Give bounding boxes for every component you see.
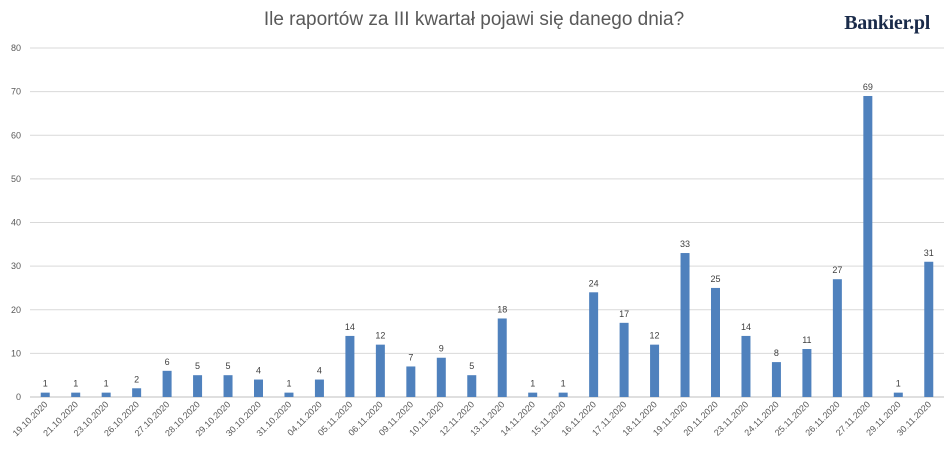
y-tick-label: 80 xyxy=(11,43,21,53)
bar xyxy=(406,366,416,397)
bar xyxy=(680,253,690,397)
data-label: 5 xyxy=(195,361,200,371)
data-label: 1 xyxy=(43,379,48,389)
data-label: 9 xyxy=(439,344,444,354)
y-tick-label: 50 xyxy=(11,174,21,184)
data-label: 69 xyxy=(863,82,873,92)
bar xyxy=(40,392,50,397)
bar xyxy=(375,344,385,397)
bar xyxy=(162,370,172,397)
bar xyxy=(771,362,781,397)
data-label: 24 xyxy=(589,278,599,288)
bar xyxy=(528,392,538,397)
bar xyxy=(314,379,324,397)
bar xyxy=(558,392,568,397)
y-tick-label: 10 xyxy=(11,348,21,358)
data-label: 1 xyxy=(104,379,109,389)
data-label: 25 xyxy=(710,274,720,284)
data-label: 14 xyxy=(345,322,355,332)
bar xyxy=(589,292,599,397)
data-label: 8 xyxy=(774,348,779,358)
data-label: 1 xyxy=(530,379,535,389)
bar xyxy=(223,375,233,397)
bar xyxy=(832,279,842,397)
y-tick-label: 30 xyxy=(11,261,21,271)
x-axis-ticks: 19.10.202021.10.202023.10.202026.10.2020… xyxy=(11,399,933,438)
y-tick-label: 0 xyxy=(16,392,21,402)
data-label: 33 xyxy=(680,239,690,249)
y-tick-label: 20 xyxy=(11,305,21,315)
bar xyxy=(893,392,903,397)
bar xyxy=(711,287,720,397)
data-label: 27 xyxy=(832,265,842,275)
data-label: 4 xyxy=(256,366,261,376)
bar xyxy=(619,322,629,397)
bankier-logo: Bankier.pl xyxy=(844,12,930,34)
data-label: 1 xyxy=(73,379,78,389)
data-label: 4 xyxy=(317,366,322,376)
bar xyxy=(467,375,477,397)
y-tick-label: 60 xyxy=(11,130,21,140)
bar xyxy=(802,349,812,397)
data-label: 17 xyxy=(619,309,629,319)
data-label: 18 xyxy=(497,304,507,314)
bar xyxy=(650,344,660,397)
bar xyxy=(101,392,111,397)
data-label: 1 xyxy=(286,379,291,389)
y-tick-label: 40 xyxy=(11,218,21,228)
bar xyxy=(924,261,934,397)
data-label: 5 xyxy=(469,361,474,371)
data-label: 1 xyxy=(896,379,901,389)
data-label: 12 xyxy=(375,331,385,341)
bars xyxy=(40,95,934,398)
data-label: 14 xyxy=(741,322,751,332)
bar xyxy=(741,335,751,397)
y-axis-ticks: 0 10 20 30 40 50 60 70 80 xyxy=(11,43,21,402)
data-label: 2 xyxy=(134,374,139,384)
bar xyxy=(254,379,263,397)
bar xyxy=(132,388,142,397)
data-label: 31 xyxy=(924,248,934,258)
data-label: 12 xyxy=(650,331,660,341)
bar xyxy=(497,318,507,397)
chart-title: Ile raportów za III kwartał pojawi się d… xyxy=(263,9,685,30)
bar xyxy=(71,392,81,397)
y-tick-label: 70 xyxy=(11,87,21,97)
data-label: 5 xyxy=(226,361,231,371)
bar xyxy=(436,357,446,397)
gridlines xyxy=(30,47,944,398)
data-label: 11 xyxy=(802,335,811,345)
data-label: 1 xyxy=(561,379,566,389)
bar xyxy=(284,392,294,397)
data-label: 7 xyxy=(408,352,413,362)
bar xyxy=(193,375,203,397)
bar xyxy=(863,95,873,398)
bar xyxy=(345,335,355,397)
data-label: 6 xyxy=(165,357,170,367)
